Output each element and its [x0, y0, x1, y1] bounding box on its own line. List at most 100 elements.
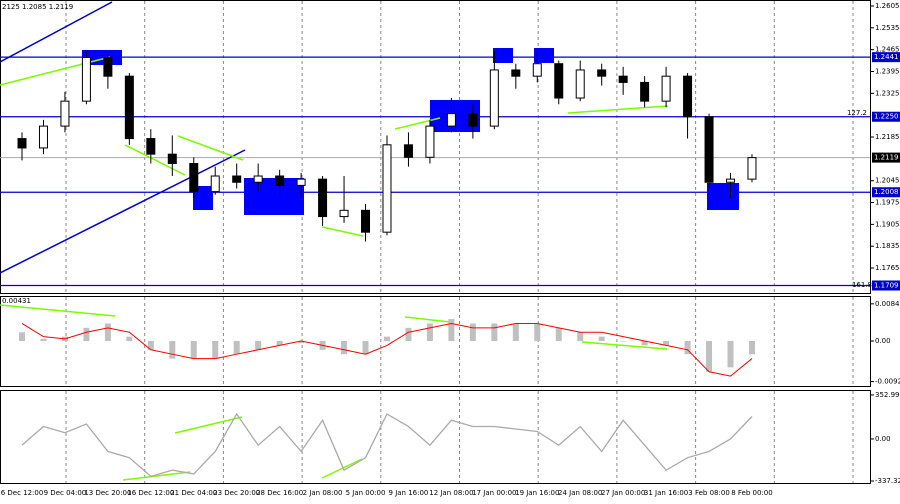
- candle-body: [253, 175, 263, 183]
- macd-bar: [212, 341, 219, 359]
- level-label-bg: [872, 187, 900, 198]
- x-tick-label: 13 Dec 20:00: [84, 489, 131, 497]
- y-tick-label: 0.00847: [875, 300, 900, 308]
- zone: [493, 48, 513, 63]
- candle-body: [618, 75, 628, 83]
- marks: [17, 51, 757, 478]
- candle-body: [425, 125, 435, 158]
- cci-pane: [0, 390, 871, 484]
- candle-body: [640, 81, 650, 102]
- macd-bar: [684, 341, 691, 355]
- candle-body: [532, 63, 542, 77]
- macd-bar: [276, 341, 283, 346]
- macd-bar: [620, 341, 627, 342]
- candle-body: [747, 157, 757, 180]
- macd-bar: [298, 341, 305, 344]
- macd-bar: [727, 341, 734, 368]
- x-tick-label: 16 Dec 12:00: [127, 489, 174, 497]
- candle-body: [597, 69, 607, 77]
- level-label-bg: [872, 111, 900, 122]
- macd-bar: [190, 341, 197, 359]
- level-label-bg: [872, 152, 900, 163]
- macd-bar: [491, 323, 498, 342]
- macd-bar: [598, 336, 605, 342]
- macd-bar: [469, 323, 476, 342]
- y-tick-label: 1.2045: [875, 177, 900, 185]
- candle-body: [124, 75, 134, 140]
- candle-body: [189, 163, 199, 193]
- level-label: 1.2441: [874, 53, 899, 61]
- macd-bar: [169, 341, 176, 359]
- macd-bar: [512, 323, 519, 342]
- macd-bar: [426, 323, 433, 342]
- macd-bar: [663, 341, 670, 346]
- candle-body: [275, 175, 285, 186]
- candle-body: [489, 69, 499, 127]
- x-tick-label: 24 Jan 08:00: [558, 489, 602, 497]
- signal-line: [21, 322, 753, 377]
- level-label: 1.2250: [874, 113, 899, 121]
- zone: [244, 178, 304, 215]
- candle-body: [511, 69, 521, 77]
- macd-bar: [83, 327, 90, 342]
- level-label: 1.2008: [874, 188, 899, 196]
- x-tick-label: 6 Dec 12:00: [1, 489, 44, 497]
- x-tick-label: 23 Dec 20:00: [213, 489, 260, 497]
- candle-body: [38, 125, 48, 149]
- candle-body: [339, 209, 349, 218]
- macd-bar: [147, 341, 154, 350]
- level-label: 1.1709: [874, 282, 899, 290]
- level-label-bg: [872, 280, 900, 291]
- x-tick-label: 8 Feb 00:00: [731, 489, 772, 497]
- cci-line: [21, 412, 753, 478]
- macd-bar: [255, 341, 262, 350]
- candle-body: [661, 75, 671, 102]
- candle-body: [81, 56, 91, 102]
- x-tick-label: 5 Jan 00:00: [346, 489, 386, 497]
- candle-body: [683, 75, 693, 118]
- candle-body: [554, 63, 564, 99]
- candle-body: [575, 69, 585, 99]
- main-pane: [0, 0, 871, 294]
- level-label-bg: [872, 52, 900, 63]
- y-tick-label: 1.1905: [875, 220, 900, 228]
- fib-label: 161.8: [852, 281, 872, 289]
- x-tick-label: 17 Jan 00:00: [472, 489, 516, 497]
- candle-body: [296, 178, 306, 186]
- x-tick-label: 19 Jan 16:00: [515, 489, 559, 497]
- macd-bar: [341, 341, 348, 355]
- macd-bar: [40, 338, 47, 342]
- indicator-label: 0.00431: [2, 297, 31, 305]
- y-tick-label: 352.9968: [875, 391, 900, 399]
- header: 2125 1.2085 1.2119: [2, 3, 73, 11]
- y-tick-label: 1.2535: [875, 24, 900, 32]
- y-tick-label: 1.2185: [875, 133, 900, 141]
- macd-bar: [448, 319, 455, 342]
- candle-body: [146, 138, 156, 155]
- macd-bar: [534, 323, 541, 342]
- channel-line: [0, 1, 113, 63]
- y-tick-label: 1.1835: [875, 242, 900, 250]
- macd-bar: [126, 336, 133, 342]
- macd-bar: [362, 341, 369, 355]
- candle-body: [468, 113, 478, 127]
- x-tick-label: 21 Dec 04:00: [170, 489, 217, 497]
- fib-label: 127.2: [847, 109, 867, 117]
- candle-body: [446, 113, 456, 127]
- macd-bar: [383, 336, 390, 342]
- y-tick-label: 1.1765: [875, 264, 900, 272]
- macd-bar: [233, 341, 240, 355]
- y-tick-label: -0.00924: [875, 378, 900, 386]
- candle-body: [210, 175, 220, 193]
- candle-body: [103, 56, 113, 77]
- y-tick-label: 1.2395: [875, 68, 900, 76]
- x-tick-label: 2 Jan 08:00: [303, 489, 343, 497]
- drawings: [0, 1, 739, 481]
- x-tick-label: 28 Dec 16:00: [256, 489, 303, 497]
- y-tick-label: 0.00: [875, 337, 891, 345]
- x-tick-label: 9 Dec 04:00: [44, 489, 87, 497]
- x-tick-label: 12 Jan 08:00: [429, 489, 473, 497]
- grid: [0, 1, 874, 483]
